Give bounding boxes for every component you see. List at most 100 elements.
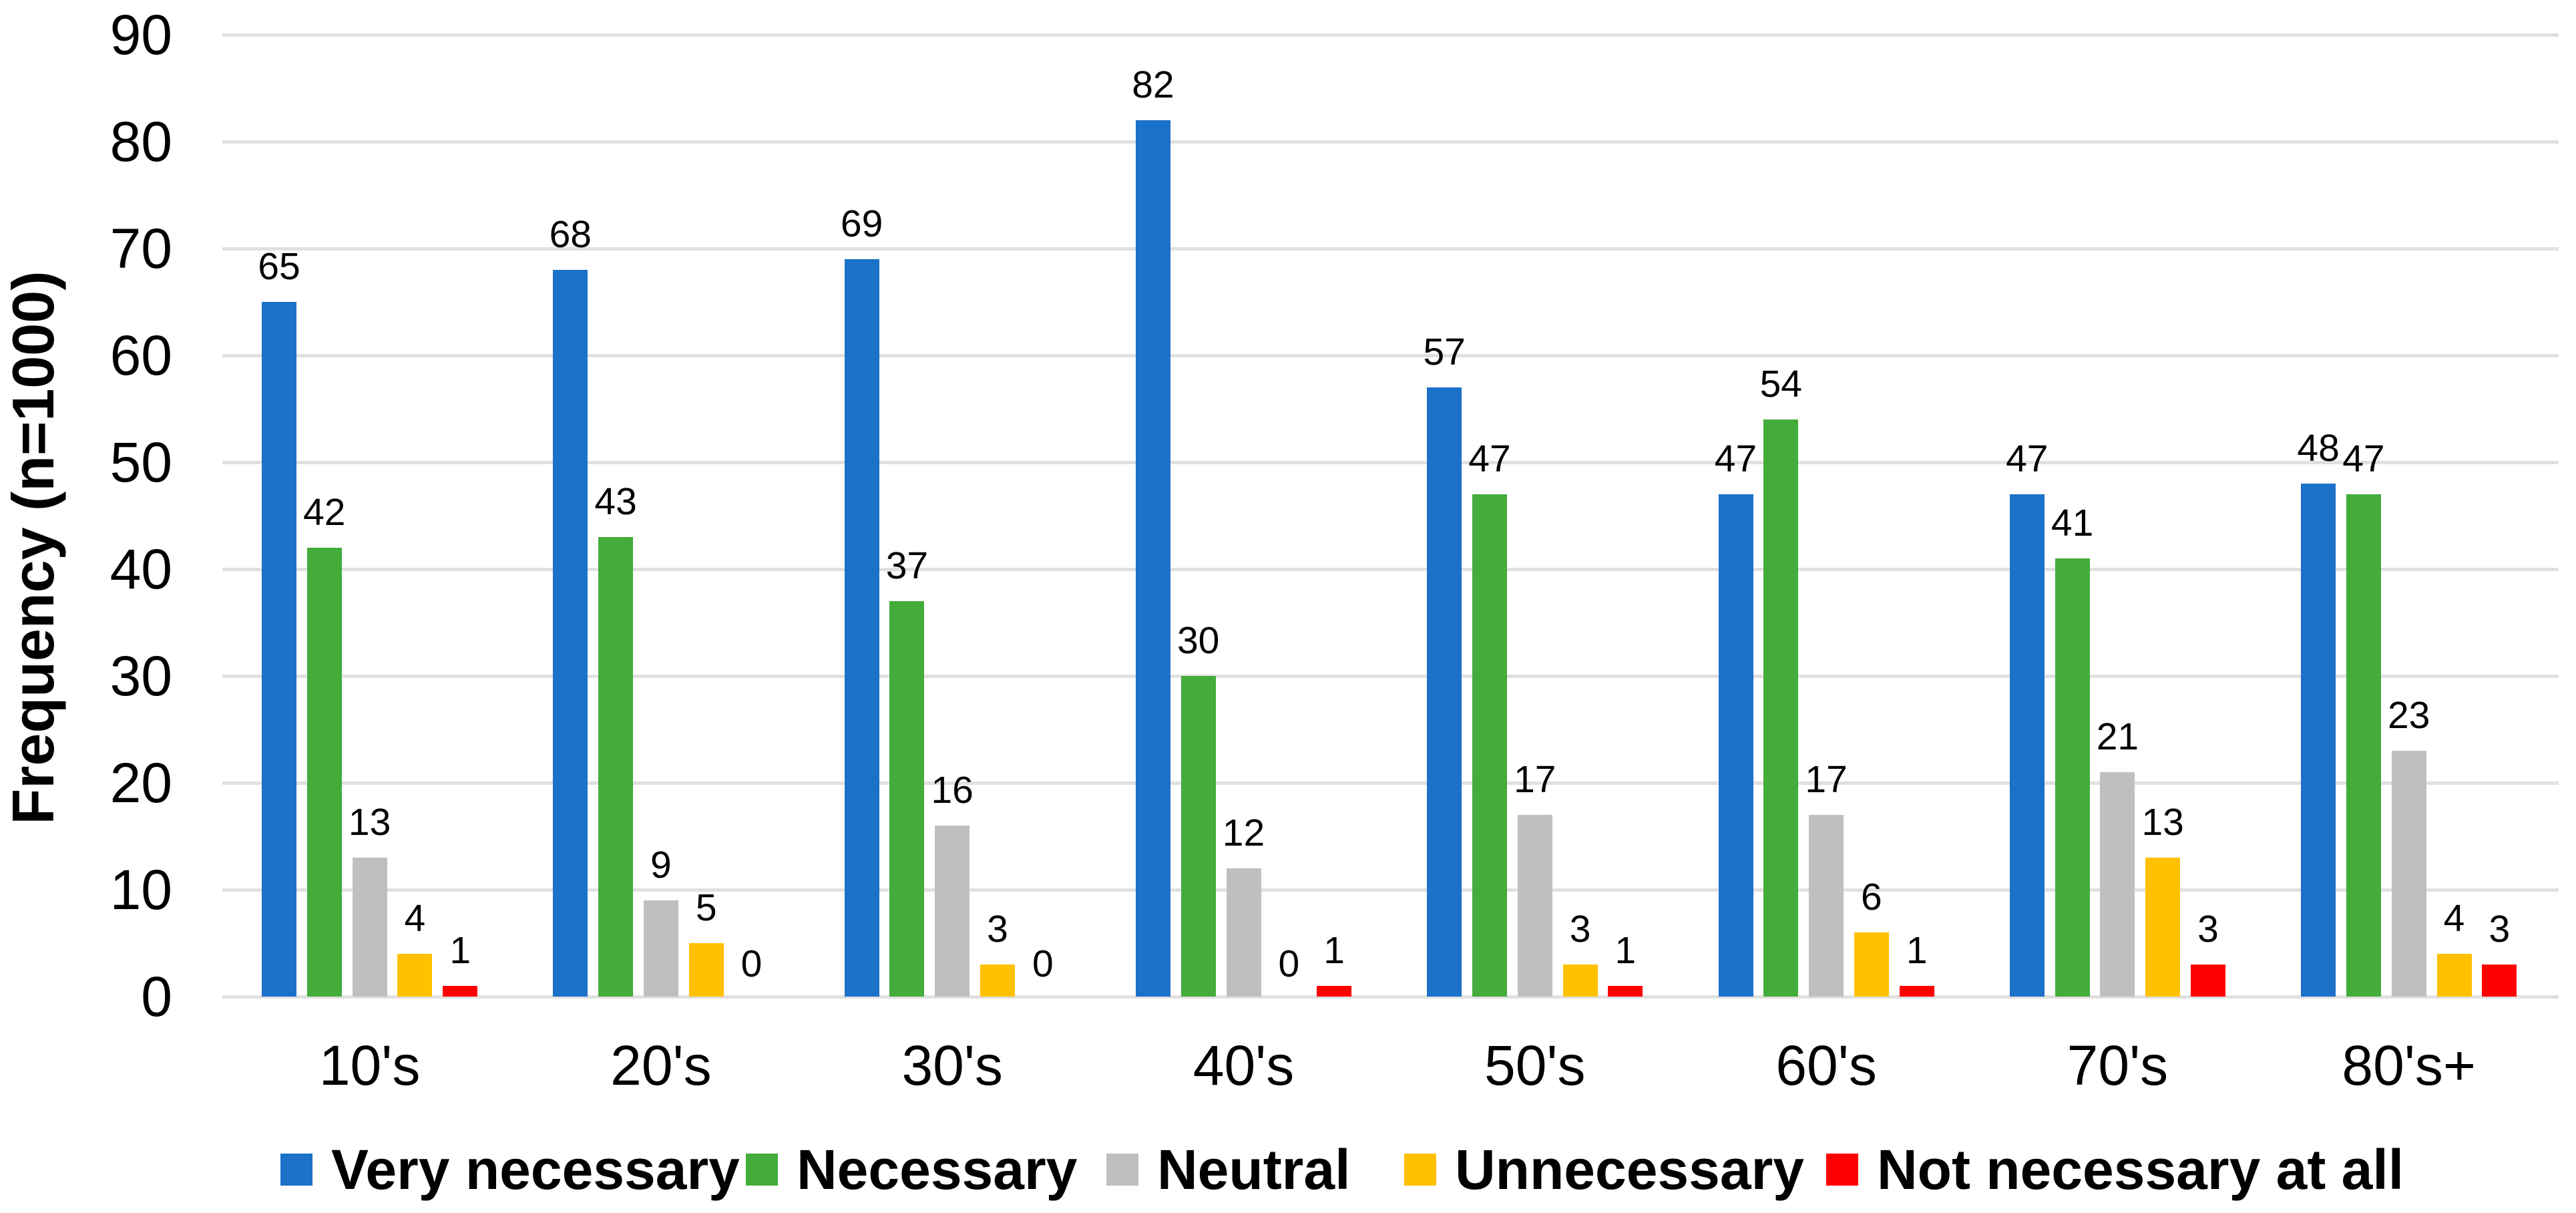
gridline-60 <box>222 354 2559 357</box>
bar-10-s-unnecessary <box>397 954 433 997</box>
bar-20-s-unnecessary <box>688 943 724 997</box>
bar-value-label-10-s-necessary: 42 <box>303 491 346 534</box>
bar-value-label-60-s-not-necessary-at-all: 1 <box>1906 929 1928 972</box>
bar-value-label-30-s-unnecessary: 3 <box>987 908 1008 950</box>
legend-swatch-icon-not-necessary-at-all <box>1826 1154 1858 1186</box>
bar-30-s-neutral <box>935 826 970 997</box>
bar-30-s-unnecessary <box>980 965 1015 997</box>
y-tick-label-50: 50 <box>110 431 172 494</box>
bar-value-label-50-s-very-necessary: 57 <box>1423 331 1466 373</box>
bar-80-s-necessary <box>2346 494 2381 997</box>
bar-80-s-very-necessary <box>2301 484 2336 997</box>
bar-60-s-very-necessary <box>1718 494 1753 997</box>
y-tick-label-70: 70 <box>110 217 172 280</box>
bar-value-label-80-s-not-necessary-at-all: 3 <box>2489 908 2511 950</box>
bar-value-label-20-s-necessary: 43 <box>594 480 637 523</box>
bar-50-s-very-necessary <box>1427 387 1462 997</box>
bar-70-s-neutral <box>2100 772 2135 997</box>
bar-value-label-70-s-necessary: 41 <box>2051 502 2094 544</box>
legend-swatch-icon-necessary <box>746 1154 778 1186</box>
bar-40-s-necessary <box>1180 676 1216 997</box>
bar-20-s-necessary <box>598 537 634 997</box>
bar-value-label-30-s-not-necessary-at-all: 0 <box>1032 942 1054 985</box>
gridline-80 <box>222 140 2559 144</box>
gridline-20 <box>222 782 2559 785</box>
bar-value-label-40-s-necessary: 30 <box>1176 619 1220 662</box>
legend-swatch-icon-unnecessary <box>1404 1154 1436 1186</box>
legend-item-necessary: Necessary <box>746 1138 1077 1202</box>
bar-20-s-very-necessary <box>553 270 588 997</box>
legend-swatch-icon-very-necessary <box>280 1154 312 1186</box>
bar-value-label-20-s-very-necessary: 68 <box>549 213 592 256</box>
bar-50-s-necessary <box>1472 494 1507 997</box>
bar-80-s-neutral <box>2391 751 2426 997</box>
bar-60-s-unnecessary <box>1854 932 1889 997</box>
bar-70-s-very-necessary <box>2009 494 2045 997</box>
bar-value-label-60-s-neutral: 17 <box>1805 758 1848 801</box>
y-tick-label-10: 10 <box>110 858 172 921</box>
legend-swatch-icon-neutral <box>1106 1154 1138 1186</box>
bar-value-label-50-s-necessary: 47 <box>1468 438 1511 480</box>
legend-item-not-necessary-at-all: Not necessary at all <box>1826 1138 2404 1202</box>
x-category-label-80-s: 80's+ <box>2342 1034 2476 1097</box>
bar-value-label-60-s-very-necessary: 47 <box>1714 438 1757 480</box>
bar-value-label-70-s-very-necessary: 47 <box>2006 438 2049 480</box>
legend-label-neutral: Neutral <box>1157 1138 1351 1201</box>
bar-value-label-70-s-unnecessary: 13 <box>2141 801 2184 844</box>
bar-value-label-60-s-necessary: 54 <box>1759 363 1802 405</box>
bar-value-label-40-s-neutral: 12 <box>1222 812 1265 854</box>
bar-60-s-neutral <box>1809 815 1844 997</box>
legend-item-very-necessary: Very necessary <box>280 1138 740 1202</box>
x-category-label-60-s: 60's <box>1775 1034 1877 1097</box>
bar-10-s-neutral <box>352 858 387 997</box>
gridline-30 <box>222 675 2559 678</box>
gridline-40 <box>222 568 2559 571</box>
y-tick-label-90: 90 <box>110 3 172 66</box>
y-tick-label-60: 60 <box>110 324 172 387</box>
bar-70-s-not-necessary-at-all <box>2191 965 2225 997</box>
bar-60-s-necessary <box>1763 419 1799 997</box>
bar-80-s-not-necessary-at-all <box>2482 965 2517 997</box>
bar-value-label-50-s-unnecessary: 3 <box>1569 908 1591 950</box>
legend-label-not-necessary-at-all: Not necessary at all <box>1877 1138 2404 1201</box>
bar-value-label-40-s-very-necessary: 82 <box>1132 63 1174 106</box>
bar-value-label-10-s-unnecessary: 4 <box>404 897 426 940</box>
bar-30-s-necessary <box>889 601 925 997</box>
x-category-label-50-s: 50's <box>1484 1034 1586 1097</box>
bar-80-s-unnecessary <box>2436 954 2472 997</box>
y-tick-label-0: 0 <box>141 965 172 1028</box>
bar-50-s-unnecessary <box>1562 965 1598 997</box>
bar-value-label-50-s-not-necessary-at-all: 1 <box>1615 929 1637 972</box>
bar-10-s-not-necessary-at-all <box>443 986 478 997</box>
bar-50-s-neutral <box>1517 815 1552 997</box>
bar-20-s-neutral <box>643 900 678 997</box>
bar-value-label-80-s-unnecessary: 4 <box>2443 897 2465 940</box>
bar-value-label-10-s-neutral: 13 <box>348 801 391 844</box>
gridline-10 <box>222 888 2559 892</box>
bar-value-label-80-s-necessary: 47 <box>2342 438 2385 480</box>
bar-value-label-30-s-neutral: 16 <box>931 769 974 812</box>
x-category-label-40-s: 40's <box>1193 1034 1295 1097</box>
legend-label-unnecessary: Unnecessary <box>1455 1138 1804 1201</box>
bar-value-label-80-s-very-necessary: 48 <box>2297 427 2340 470</box>
bar-value-label-40-s-not-necessary-at-all: 1 <box>1323 929 1345 972</box>
x-category-label-30-s: 30's <box>901 1034 1003 1097</box>
legend-label-necessary: Necessary <box>797 1138 1078 1201</box>
legend-label-very-necessary: Very necessary <box>331 1138 740 1201</box>
bar-value-label-10-s-not-necessary-at-all: 1 <box>449 929 471 972</box>
bar-30-s-very-necessary <box>844 259 879 997</box>
bar-value-label-70-s-neutral: 21 <box>2096 715 2139 758</box>
bar-value-label-80-s-neutral: 23 <box>2387 694 2430 737</box>
bar-40-s-very-necessary <box>1135 120 1170 997</box>
bar-value-label-40-s-unnecessary: 0 <box>1278 942 1300 985</box>
y-tick-label-30: 30 <box>110 645 172 707</box>
bar-10-s-necessary <box>306 548 342 997</box>
gridline-70 <box>222 247 2559 250</box>
bar-60-s-not-necessary-at-all <box>1899 986 1934 997</box>
bar-50-s-not-necessary-at-all <box>1608 986 1643 997</box>
bar-value-label-50-s-neutral: 17 <box>1514 758 1556 801</box>
legend-item-neutral: Neutral <box>1106 1138 1350 1202</box>
gridline-0 <box>222 995 2559 999</box>
bar-70-s-necessary <box>2055 558 2090 997</box>
